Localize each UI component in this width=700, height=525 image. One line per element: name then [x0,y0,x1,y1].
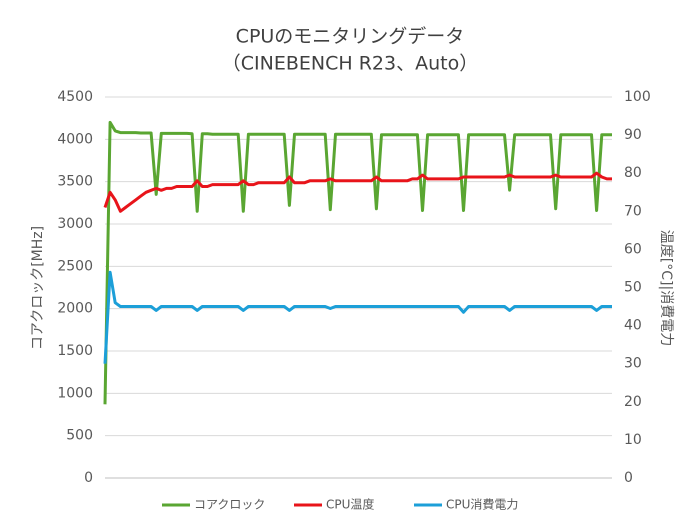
y-tick-label: 3500 [57,174,93,190]
y-tick-label: 4500 [57,89,93,105]
y-tick-label: 4000 [57,131,93,147]
y2-tick-label: 40 [624,318,642,334]
y2-axis-label: 温度[°C]|消費電力 [658,230,674,346]
y2-tick-label: 30 [624,356,642,372]
y2-tick-label: 0 [624,470,633,486]
chart-title: CPUのモニタリングデータ [236,26,465,48]
y-tick-label: 1000 [57,385,93,401]
y2-tick-label: 90 [624,127,642,143]
y2-tick-label: 70 [624,203,642,219]
y2-tick-label: 100 [624,89,651,105]
y2-tick-label: 10 [624,432,642,448]
series-line [103,120,612,405]
legend-label: CPU温度 [326,497,374,512]
legend-label: コアクロック [194,498,265,512]
y-tick-label: 2000 [57,301,93,317]
y-tick-label: 1500 [57,343,93,359]
y2-tick-label: 60 [624,241,642,257]
y-tick-label: 3000 [57,216,93,232]
y-axis-label: コアクロック[MHz] [30,226,46,350]
y2-tick-label: 80 [624,165,642,181]
series-line [103,270,612,364]
y-tick-label: 500 [66,428,93,444]
y-tick-label: 2500 [57,258,93,274]
y-tick-label: 0 [84,470,93,486]
chart-subtitle: （CINEBENCH R23、Auto） [222,53,478,75]
legend-label: CPU消費電力 [446,497,518,512]
y2-tick-label: 50 [624,280,642,296]
y2-tick-label: 20 [624,394,642,410]
series-line [103,171,612,213]
